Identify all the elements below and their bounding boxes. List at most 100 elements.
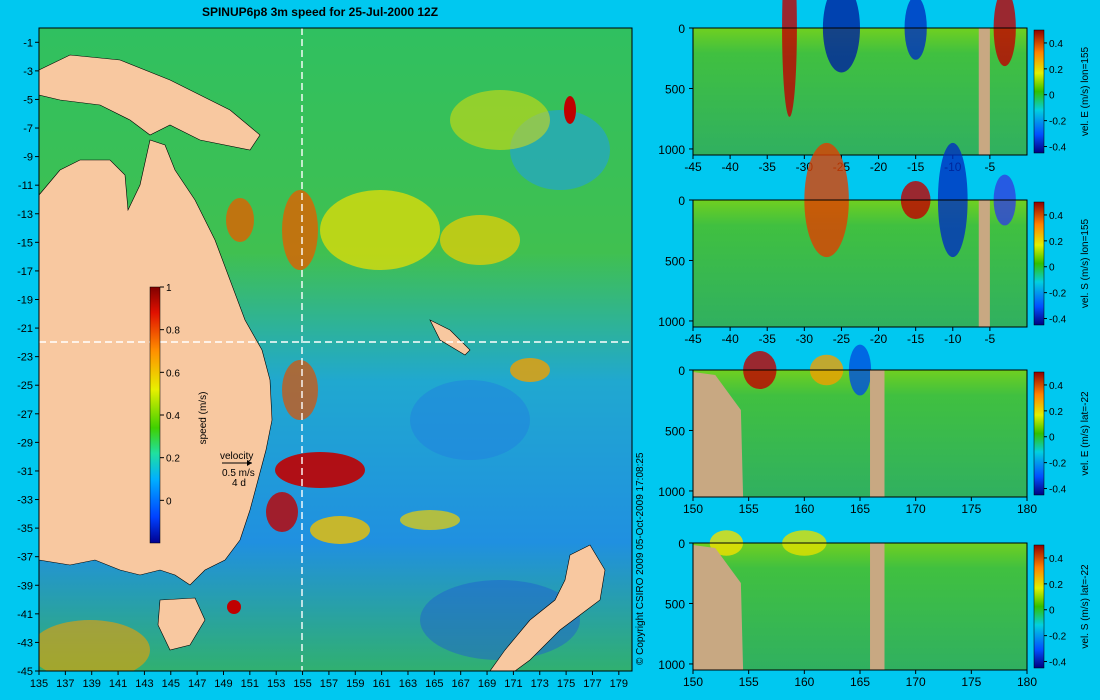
map-x-tick-label: 167 bbox=[452, 678, 470, 690]
map-x-tick-label: 153 bbox=[267, 678, 285, 690]
map-y-tick-label: -23 bbox=[17, 352, 33, 364]
map-x-tick-label: 173 bbox=[531, 678, 549, 690]
section-x-tick-label: 180 bbox=[1017, 675, 1037, 689]
section-colorbar-tick-label: 0.4 bbox=[1049, 381, 1063, 392]
section-land-mask bbox=[978, 200, 990, 327]
map-x-tick-label: 157 bbox=[320, 678, 338, 690]
map-y-tick-label: -31 bbox=[17, 466, 33, 478]
map-y-tick-label: -1 bbox=[23, 37, 33, 49]
section-x-tick-label: -35 bbox=[759, 160, 777, 174]
speed-colorbar-label: speed (m/s) bbox=[198, 392, 209, 445]
section-panel-2: -45 -40 -35 -30 -25 -20 -15 -10 -5 0 500 1000 0.4 0.2… bbox=[658, 142, 1091, 346]
section-colorbar-tick-label: 0.2 bbox=[1049, 580, 1063, 591]
speed-colorbar bbox=[149, 286, 161, 544]
section-land-mask bbox=[870, 543, 885, 670]
section-colorbar-tick-label: 0 bbox=[1049, 433, 1055, 444]
section-colorbar-tick-label: -0.2 bbox=[1049, 632, 1067, 643]
map-x-tick-label: 135 bbox=[30, 678, 48, 690]
map-y-tick-label: -13 bbox=[17, 209, 33, 221]
map-x-tick-label: 171 bbox=[504, 678, 522, 690]
section-colorbar bbox=[1033, 371, 1045, 496]
map-x-tick-label: 147 bbox=[188, 678, 206, 690]
section-colorbar-label: vel. S (m/s) lat=-22 bbox=[1080, 564, 1091, 649]
new-zealand-land bbox=[489, 544, 606, 672]
section-x-tick-label: 175 bbox=[961, 675, 981, 689]
map-x-tick-label: 177 bbox=[583, 678, 601, 690]
new-guinea-land bbox=[38, 54, 261, 151]
map-y-tick-label: -27 bbox=[17, 409, 33, 421]
section-colorbar-tick-label: 0.4 bbox=[1049, 39, 1063, 50]
section-y-tick-label: 1000 bbox=[658, 143, 685, 157]
section-colorbar bbox=[1033, 201, 1045, 326]
speed-colorbar-tick-label: 0.4 bbox=[166, 411, 180, 422]
section-velocity-blob bbox=[904, 0, 927, 60]
section-panels: -45 -40 -35 -30 -25 -20 -15 -10 -5 0 500 1000 0.4 0.2… bbox=[658, 0, 1091, 689]
map-y-tick-label: -21 bbox=[17, 323, 33, 335]
map-x-tick-label: 175 bbox=[557, 678, 575, 690]
section-land-mask bbox=[693, 372, 744, 497]
map-x-tick-label: 155 bbox=[293, 678, 311, 690]
map-y-tick-label: -3 bbox=[23, 66, 33, 78]
section-x-tick-label: 180 bbox=[1017, 502, 1037, 516]
map-y-tick-label: -7 bbox=[23, 123, 33, 135]
section-velocity-blob bbox=[993, 0, 1016, 67]
section-x-tick-label: 165 bbox=[850, 675, 870, 689]
section-y-tick-label: 1000 bbox=[658, 315, 685, 329]
section-colorbar-tick-label: -0.4 bbox=[1049, 143, 1067, 154]
section-y-tick-label: 0 bbox=[678, 194, 685, 208]
section-y-tick-label: 1000 bbox=[658, 485, 685, 499]
section-frame bbox=[692, 27, 1028, 156]
section-colorbar-label: vel. E (m/s) lat=-22 bbox=[1080, 391, 1091, 476]
section-x-tick-label: -40 bbox=[721, 332, 739, 346]
copyright-text: © Copyright CSIRO 2009 05-Oct-2009 17:08… bbox=[635, 452, 646, 665]
section-colorbar bbox=[1033, 544, 1045, 669]
section-colorbar-tick-label: 0.2 bbox=[1049, 407, 1063, 418]
section-land-mask bbox=[978, 28, 990, 155]
section-x-tick-label: -10 bbox=[944, 332, 962, 346]
map-x-tick-label: 159 bbox=[346, 678, 364, 690]
section-velocity-blob bbox=[782, 0, 797, 117]
section-velocity-blob bbox=[822, 0, 860, 73]
map-y-tick-label: -41 bbox=[17, 609, 33, 621]
velocity-legend-days: 4 d bbox=[232, 478, 246, 489]
map-x-tick-label: 137 bbox=[56, 678, 74, 690]
section-colorbar-tick-label: 0.4 bbox=[1049, 554, 1063, 565]
section-land-mask bbox=[693, 545, 744, 670]
section-colorbar-tick-label: 0 bbox=[1049, 91, 1055, 102]
section-colorbar-tick-label: -0.4 bbox=[1049, 315, 1067, 326]
section-colorbar-tick-label: -0.2 bbox=[1049, 459, 1067, 470]
section-panel-4: 150 155 160 165 170 175 180 0 500 1000 0.4 0.2 0 -0.2… bbox=[658, 530, 1091, 689]
map-y-tick-label: -37 bbox=[17, 552, 33, 564]
section-colorbar-tick-label: 0 bbox=[1049, 263, 1055, 274]
speed-colorbar-tick-label: 0 bbox=[166, 496, 172, 507]
section-x-tick-label: -35 bbox=[759, 332, 777, 346]
section-x-tick-label: -30 bbox=[796, 332, 814, 346]
section-colorbar-tick-label: 0.2 bbox=[1049, 65, 1063, 76]
map-y-tick-label: -29 bbox=[17, 437, 33, 449]
section-y-tick-label: 0 bbox=[678, 22, 685, 36]
velocity-legend-speed: 0.5 m/s bbox=[222, 468, 255, 479]
new-caledonia-land bbox=[429, 319, 471, 356]
velocity-legend-arrowhead bbox=[247, 460, 252, 466]
section-frame bbox=[692, 199, 1028, 328]
section-x-tick-label: -25 bbox=[833, 332, 851, 346]
section-x-tick-label: -5 bbox=[985, 332, 996, 346]
map-axis-ticks: 135 137 139 141 143 145 147 149 151 153 155 157 159 1… bbox=[17, 37, 628, 690]
section-y-tick-label: 500 bbox=[665, 424, 685, 438]
velocity-legend-title: velocity bbox=[220, 451, 253, 462]
map-x-tick-label: 149 bbox=[214, 678, 232, 690]
map-x-tick-label: 179 bbox=[610, 678, 628, 690]
section-colorbar-tick-label: 0 bbox=[1049, 606, 1055, 617]
map-x-tick-label: 161 bbox=[372, 678, 390, 690]
section-x-tick-label: 165 bbox=[850, 502, 870, 516]
map-y-tick-label: -45 bbox=[17, 666, 33, 678]
map-x-tick-label: 163 bbox=[399, 678, 417, 690]
section-x-tick-label: 155 bbox=[739, 675, 759, 689]
map-y-tick-label: -39 bbox=[17, 580, 33, 592]
section-field bbox=[693, 543, 1027, 670]
section-x-tick-label: 170 bbox=[906, 675, 926, 689]
section-colorbar-tick-label: -0.4 bbox=[1049, 485, 1067, 496]
figure-title: SPINUP6p8 3m speed for 25-Jul-2000 12Z bbox=[202, 5, 438, 19]
section-panel-3: 150 155 160 165 170 175 180 0 500 1000 0.4 0.2 0 -0.2… bbox=[658, 344, 1091, 516]
